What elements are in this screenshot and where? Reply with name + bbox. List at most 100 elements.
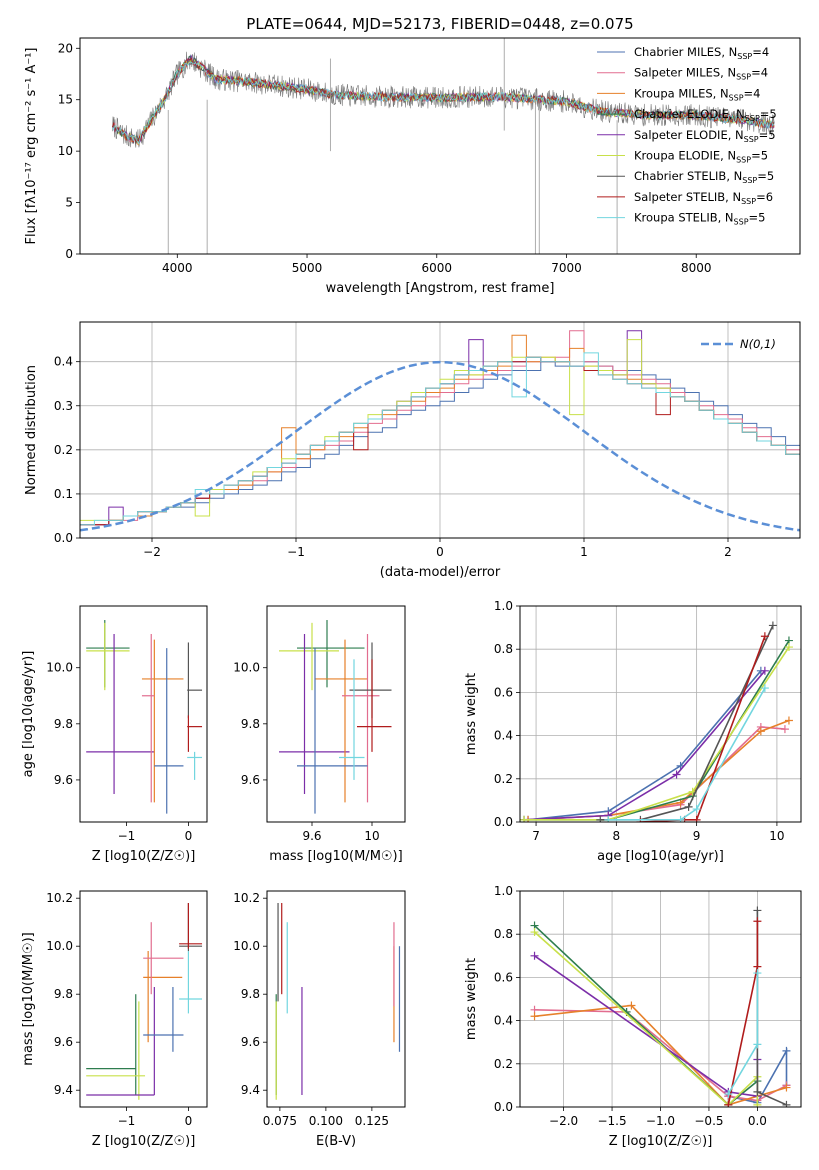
data-point-marker: [520, 815, 529, 822]
x-axis-label: E(B-V): [316, 1134, 356, 1149]
data-point-marker: [782, 1046, 791, 1055]
x-tick-label: 0.0: [748, 1114, 767, 1128]
y-tick-label: 10.2: [233, 891, 260, 905]
data-point-marker: [530, 928, 539, 937]
histogram-step-line: [80, 361, 800, 526]
y-tick-label: 10.0: [46, 939, 73, 953]
legend-label: Kroupa STELIB, NSSP=5: [634, 211, 765, 227]
x-axis-label: age [log10(age/yr)]: [597, 849, 724, 864]
mass-weight-line: [600, 625, 774, 821]
mass-weight-line: [728, 1047, 788, 1104]
legend-label: N(0,1): [740, 337, 776, 351]
axes-frame: [519, 605, 802, 823]
mass-weight-vs-age-panel: 7 8 9 10 0.0 0.2 0.4 0.6 0.8 1.0 age [log10(age/yr…: [464, 599, 802, 864]
y-tick-label: 1.0: [494, 884, 513, 898]
y-tick-label: 9.8: [54, 717, 73, 731]
y-tick-label: 0.0: [494, 815, 513, 829]
y-tick-label: 0.8: [494, 642, 513, 656]
data-point-marker: [760, 632, 769, 641]
data-point-marker: [784, 716, 793, 725]
x-tick-label: 4000: [162, 261, 193, 275]
plot-area: [86, 620, 203, 814]
y-tick-label: 9.8: [241, 717, 260, 731]
x-tick-label: −1: [118, 829, 136, 843]
data-point-marker: [684, 802, 693, 811]
y-axis-label: Flux [fλ10⁻¹⁷ erg cm⁻² s⁻¹ A⁻¹]: [24, 48, 39, 245]
y-tick-label: 0.0: [494, 1100, 513, 1114]
y-tick-label: 0.2: [494, 1057, 513, 1071]
spectrum-panel: 4000 5000 6000 7000 8000 0 5 10 15 20 wavelength […: [24, 37, 801, 296]
data-point-marker: [724, 1090, 733, 1099]
histogram-step-line: [80, 356, 800, 526]
y-tick-label: 5: [65, 196, 73, 210]
mass-weight-line: [524, 640, 790, 821]
x-tick-label: −0.5: [694, 1114, 723, 1128]
y-tick-label: 0.4: [54, 355, 73, 369]
mass-weight-line: [523, 670, 766, 821]
data-point-marker: [676, 815, 685, 822]
x-axis-label: Z [log10(Z/Z☉)]: [609, 1134, 713, 1149]
data-point-marker: [596, 815, 605, 822]
y-tick-label: 0.0: [54, 531, 73, 545]
x-axis-label: (data-model)/error: [380, 565, 501, 580]
mass-weight-line: [640, 635, 766, 822]
legend-label: Kroupa MILES, NSSP=4: [634, 86, 760, 102]
mass-weight-line: [524, 646, 790, 821]
legend-label: Chabrier STELIB, NSSP=5: [634, 169, 774, 185]
x-tick-label: 0: [436, 545, 444, 559]
x-tick-label: 7000: [551, 261, 582, 275]
y-tick-label: 9.6: [54, 773, 73, 787]
normal-distribution-curve: [80, 360, 800, 532]
mass-weight-line: [534, 955, 759, 1098]
residual-histogram-panel: −2 −1 0 1 2 0.0 0.1 0.2 0.3 0.4 (data-model)/error…: [24, 321, 801, 580]
data-point-marker: [692, 805, 701, 814]
histogram-step-line: [80, 339, 800, 521]
x-tick-label: 7: [532, 829, 540, 843]
y-tick-label: 0.4: [494, 729, 513, 743]
y-tick-label: 0.2: [494, 772, 513, 786]
x-axis-label: wavelength [Angstrom, rest frame]: [326, 281, 555, 296]
x-tick-label: 9: [693, 829, 701, 843]
axes-frame: [266, 890, 406, 1108]
data-point-marker: [604, 815, 613, 822]
axes-frame: [79, 605, 208, 823]
legend-label: Salpeter MILES, NSSP=4: [634, 66, 768, 82]
y-tick-label: 0.3: [54, 399, 73, 413]
axes-frame: [519, 890, 802, 1108]
y-tick-label: 10.0: [233, 661, 260, 675]
y-tick-label: 0.6: [494, 970, 513, 984]
data-point-marker: [753, 906, 762, 915]
mass-vs-metallicity-panel: −1 0 9.4 9.6 9.8 10.0 10.2 Z [log10(Z/Z☉)] mass …: [21, 890, 208, 1149]
data-point-marker: [768, 621, 777, 630]
y-tick-label: 0: [65, 247, 73, 261]
y-tick-label: 9.6: [241, 1035, 260, 1049]
y-tick-label: 10.0: [46, 661, 73, 675]
plot-area: [80, 330, 800, 532]
y-axis-label: mass weight: [464, 958, 479, 1040]
model-spectrum-line: [112, 57, 775, 144]
y-tick-label: 9.4: [54, 1083, 73, 1097]
histogram-step-line: [80, 334, 800, 526]
data-point-marker: [760, 684, 769, 693]
data-point-marker: [627, 1001, 636, 1010]
plot-area: [275, 903, 401, 1100]
x-tick-label: −1: [118, 1114, 136, 1128]
legend-label: Salpeter STELIB, NSSP=6: [634, 190, 773, 206]
mass-weight-line: [727, 921, 759, 1105]
plot-area: [279, 620, 392, 814]
legend-label: Salpeter ELODIE, NSSP=5: [634, 128, 776, 144]
data-point-marker: [760, 666, 769, 675]
age-vs-metallicity-panel: −1 0 9.6 9.8 10.0 Z [log10(Z/Z☉)] age [log10(a…: [21, 605, 208, 864]
data-point-marker: [724, 1100, 733, 1107]
y-tick-label: 0.2: [54, 443, 73, 457]
x-tick-label: 8: [613, 829, 621, 843]
data-point-marker: [782, 1083, 791, 1092]
y-axis-label: age [log10(age/yr)]: [21, 651, 36, 778]
y-tick-label: 9.6: [54, 1035, 73, 1049]
data-point-marker: [753, 1040, 762, 1049]
data-point-marker: [692, 815, 701, 822]
y-axis-label: Normed distribution: [24, 365, 39, 495]
model-spectrum-line: [112, 61, 775, 145]
legend-label: Chabrier MILES, NSSP=4: [634, 45, 769, 61]
